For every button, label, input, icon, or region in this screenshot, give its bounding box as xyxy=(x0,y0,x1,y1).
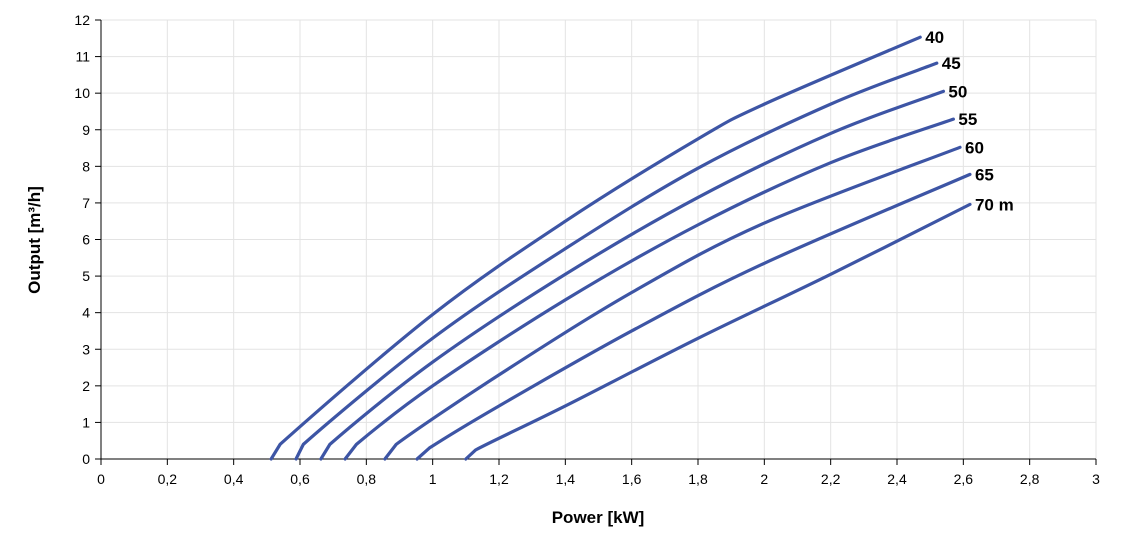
x-tick-label: 0,8 xyxy=(357,471,377,487)
curve-label: 55 xyxy=(958,110,977,129)
curve-60 xyxy=(383,145,962,461)
curve-label: 40 xyxy=(925,28,944,47)
x-tick-label: 1,4 xyxy=(556,471,576,487)
y-tick-label: 10 xyxy=(74,85,90,101)
x-tick-label: 3 xyxy=(1092,471,1100,487)
y-tick-label: 4 xyxy=(82,305,90,321)
y-tick-label: 11 xyxy=(75,49,90,65)
y-tick-label: 7 xyxy=(82,195,90,211)
axes: 0 0,2 0,4 0,6 0,8 1 1,2 1,4 1,6 1,8 2 2,2 2,4 2,6 2,8 3… xyxy=(74,12,1100,487)
curve-label: 50 xyxy=(948,82,967,101)
y-tick-label: 5 xyxy=(82,268,90,284)
curve-55 xyxy=(343,117,955,461)
curves: 40 45 50 55 60 65 70 m xyxy=(269,28,1014,461)
x-tick-label: 1,6 xyxy=(622,471,642,487)
x-tick-label: 0,6 xyxy=(290,471,310,487)
curve-label: 45 xyxy=(942,54,961,73)
grid xyxy=(101,19,1097,459)
x-tick-label: 2,6 xyxy=(954,471,974,487)
y-tick-label: 8 xyxy=(82,158,90,174)
x-tick-label: 1 xyxy=(429,471,437,487)
x-tick-label: 2,2 xyxy=(821,471,841,487)
x-tick-label: 2 xyxy=(760,471,768,487)
x-tick-label: 1,2 xyxy=(489,471,509,487)
x-tick-label: 2,8 xyxy=(1020,471,1040,487)
y-axis-label: Output [m³/h] xyxy=(25,186,44,294)
curve-label: 60 xyxy=(965,138,984,157)
y-tick-label: 3 xyxy=(82,341,90,357)
y-tick-label: 6 xyxy=(82,232,90,248)
y-tick-label: 1 xyxy=(82,414,90,430)
curve-65 xyxy=(415,172,972,461)
x-tick-label: 1,8 xyxy=(688,471,708,487)
y-tick-label: 2 xyxy=(82,378,90,394)
x-axis-label: Power [kW] xyxy=(552,508,645,527)
curve-40 xyxy=(269,35,922,461)
curve-label: 65 xyxy=(975,165,994,184)
x-tick-label: 0 xyxy=(97,471,105,487)
y-tick-label: 12 xyxy=(74,12,90,28)
curve-50 xyxy=(319,89,946,461)
x-tick-label: 0,2 xyxy=(158,471,178,487)
y-tick-label: 9 xyxy=(82,122,90,138)
x-tick-label: 0,4 xyxy=(224,471,244,487)
curve-label: 70 m xyxy=(975,195,1014,214)
x-tick-label: 2,4 xyxy=(887,471,907,487)
y-tick-label: 0 xyxy=(82,451,90,467)
curve-45 xyxy=(294,61,939,461)
curve-70m xyxy=(464,202,972,461)
